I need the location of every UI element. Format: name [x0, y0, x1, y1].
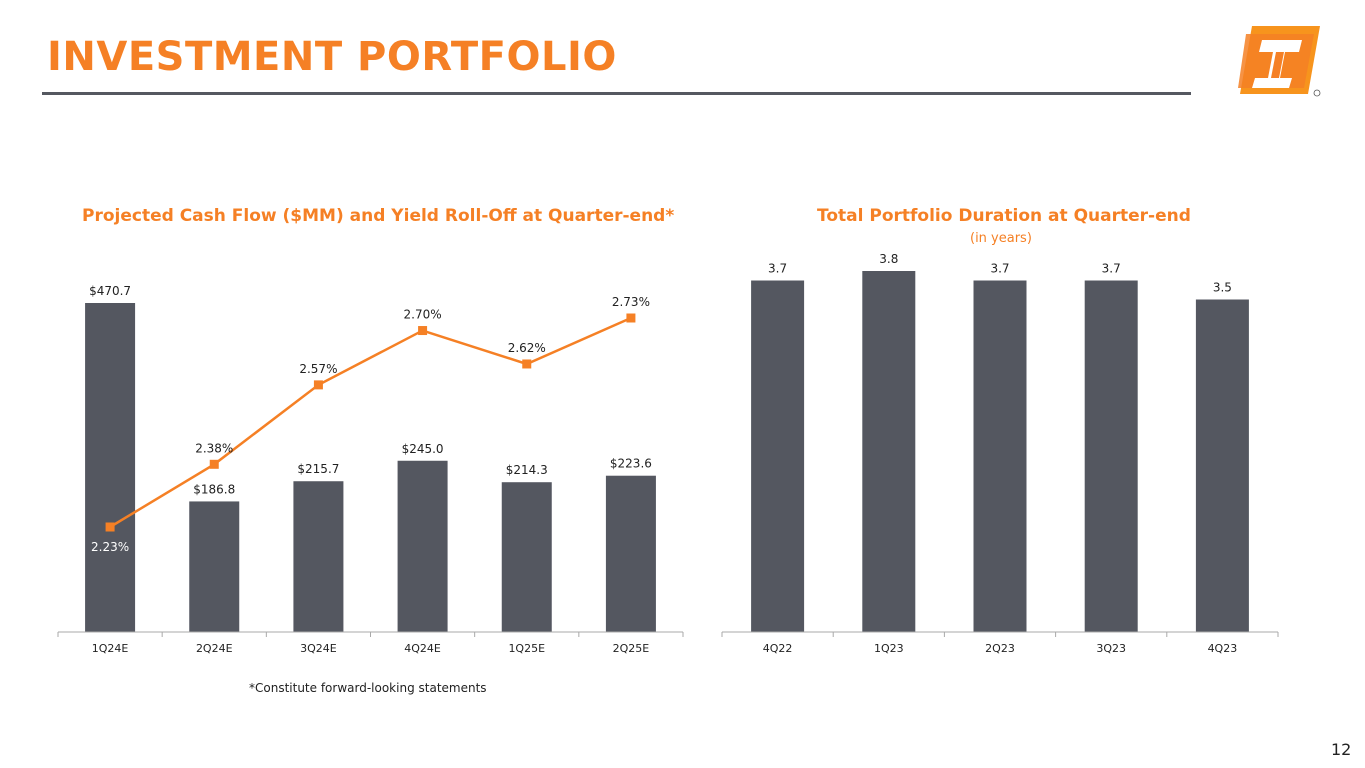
title-divider: [42, 92, 1191, 95]
duration-label-4Q23: 3.5: [1213, 281, 1232, 295]
page-number: 12: [1331, 740, 1352, 759]
cashflow-bar-1Q24E: [85, 303, 136, 632]
x-tick-label-4Q23: 4Q23: [1208, 642, 1238, 655]
x-tick-label-1Q25E: 1Q25E: [508, 642, 545, 655]
yield-marker-1Q24E: [105, 522, 115, 532]
duration-label-2Q23: 3.7: [990, 262, 1009, 276]
company-logo: [1238, 26, 1321, 97]
cashflow-bar-2Q25E: [605, 475, 656, 632]
duration-label-3Q23: 3.7: [1102, 262, 1121, 276]
cashflow-label-4Q24E: $245.0: [402, 442, 444, 456]
duration-label-4Q22: 3.7: [768, 262, 787, 276]
x-tick-label-2Q24E: 2Q24E: [196, 642, 233, 655]
yield-marker-1Q25E: [522, 359, 532, 369]
cashflow-label-2Q25E: $223.6: [610, 457, 652, 471]
duration-bar-4Q23: [1195, 299, 1249, 632]
cashflow-bar-4Q24E: [397, 460, 448, 632]
footnote: *Constitute forward-looking statements: [249, 681, 487, 695]
yield-label-2Q25E: 2.73%: [612, 295, 650, 309]
page-title: INVESTMENT PORTFOLIO: [47, 34, 617, 80]
cashflow-label-1Q24E: $470.7: [89, 284, 131, 298]
duration-bar-1Q23: [862, 271, 916, 632]
cashflow-bar-3Q24E: [293, 481, 344, 632]
yield-line: [109, 316, 632, 529]
yield-marker-2Q25E: [626, 313, 636, 323]
cashflow-bar-2Q24E: [189, 501, 240, 632]
x-tick-label-2Q25E: 2Q25E: [613, 642, 650, 655]
x-tick-label-1Q23: 1Q23: [874, 642, 904, 655]
yield-label-2Q24E: 2.38%: [195, 441, 233, 455]
x-tick-label-4Q24E: 4Q24E: [404, 642, 441, 655]
cashflow-label-1Q25E: $214.3: [506, 463, 548, 477]
x-tick-label-3Q24E: 3Q24E: [300, 642, 337, 655]
x-tick-label-4Q22: 4Q22: [763, 642, 793, 655]
yield-marker-3Q24E: [313, 380, 323, 390]
x-tick-label-1Q24E: 1Q24E: [92, 642, 129, 655]
yield-label-1Q24E: 2.23%: [91, 540, 129, 554]
yield-label-4Q24E: 2.70%: [404, 308, 442, 322]
cashflow-label-2Q24E: $186.8: [193, 482, 235, 496]
duration-bar-2Q23: [973, 280, 1027, 632]
chart2-subtitle: (in years): [970, 231, 1032, 246]
chart2-title: Total Portfolio Duration at Quarter-end: [817, 206, 1191, 226]
chart1-title: Projected Cash Flow ($MM) and Yield Roll…: [82, 206, 675, 226]
yield-label-1Q25E: 2.62%: [508, 341, 546, 355]
duration-bar-4Q22: [751, 280, 805, 632]
logo-glyph-cut: [1271, 52, 1284, 78]
yield-label-3Q24E: 2.57%: [299, 362, 337, 376]
x-tick-label-3Q23: 3Q23: [1096, 642, 1126, 655]
duration-label-1Q23: 3.8: [879, 252, 898, 266]
registered-mark-icon: [1313, 89, 1321, 97]
yield-marker-4Q24E: [418, 326, 428, 336]
cashflow-bar-1Q25E: [501, 482, 552, 632]
cashflow-label-3Q24E: $215.7: [297, 462, 339, 476]
duration-bar-3Q23: [1084, 280, 1138, 632]
x-tick-label-2Q23: 2Q23: [985, 642, 1015, 655]
yield-marker-2Q24E: [209, 459, 219, 469]
